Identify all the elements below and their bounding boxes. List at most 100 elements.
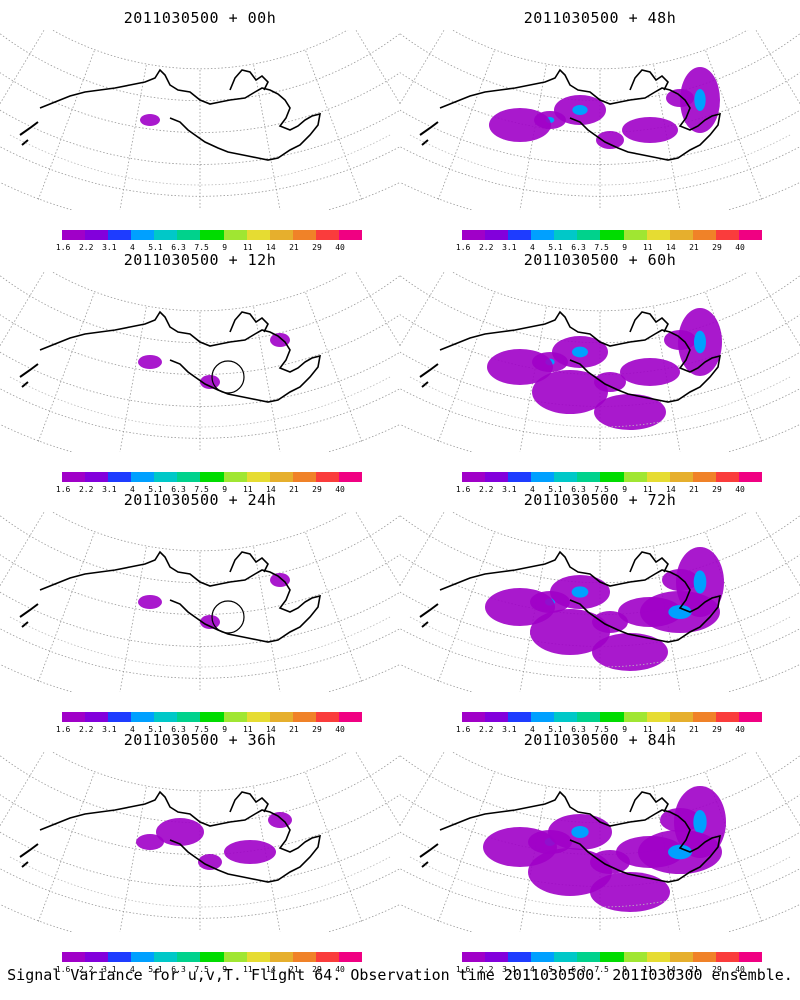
map-boundary bbox=[9, 856, 391, 908]
colorbar-label: 5.1 bbox=[548, 965, 563, 974]
colorbar-label: 14 bbox=[266, 725, 276, 734]
colorbar-label: 29 bbox=[312, 243, 322, 252]
variance-core bbox=[694, 330, 706, 354]
coastline-islands bbox=[629, 791, 669, 813]
variance-core bbox=[571, 586, 589, 598]
colorbar-swatch bbox=[508, 472, 532, 482]
colorbar-label: 2.2 bbox=[78, 485, 94, 494]
colorbar-swatch bbox=[646, 712, 670, 722]
graticule-arc bbox=[451, 272, 749, 312]
colorbar-label: 7.5 bbox=[594, 485, 609, 494]
colorbar-swatch bbox=[177, 952, 201, 962]
panel-title: 2011030500 + 48h bbox=[523, 9, 677, 27]
colorbar-label: 14 bbox=[666, 485, 676, 494]
colorbar-swatch bbox=[223, 472, 247, 482]
colorbar-label: 2.2 bbox=[478, 485, 494, 494]
variance-region bbox=[622, 117, 678, 143]
variance-region bbox=[489, 108, 551, 142]
graticule-meridian bbox=[705, 532, 763, 683]
variance-region bbox=[487, 349, 553, 385]
coastline-islands bbox=[629, 311, 669, 333]
colorbar-label: 3.1 bbox=[102, 243, 117, 252]
graticule-arc bbox=[400, 515, 800, 584]
colorbar-label: 11 bbox=[242, 965, 253, 974]
coastline-islands bbox=[229, 69, 269, 91]
colorbar-swatch bbox=[600, 230, 624, 240]
graticule-meridian bbox=[755, 30, 800, 105]
colorbar-label: 7.5 bbox=[194, 485, 209, 494]
variance-core bbox=[693, 570, 707, 594]
colorbar-swatch bbox=[223, 712, 247, 722]
colorbar-swatch bbox=[692, 472, 716, 482]
colorbar-swatch bbox=[738, 472, 763, 482]
colorbar-label: 3.1 bbox=[502, 485, 517, 494]
colorbar-label: 3.1 bbox=[502, 965, 517, 974]
colorbar-label: 11 bbox=[642, 243, 653, 252]
graticule-meridian bbox=[253, 307, 281, 452]
map-boundary bbox=[9, 376, 391, 428]
panel-title: 2011030500 + 60h bbox=[523, 251, 677, 269]
colorbar-label: 21 bbox=[289, 725, 299, 734]
forecast-panel: 2011030500 + 48h 1.6 2.2 3.1 4 5.1 6.3 7.5 9 11 14… bbox=[400, 8, 800, 253]
map-boundary bbox=[9, 134, 391, 186]
colorbar-label: 29 bbox=[312, 725, 322, 734]
colorbar-swatch bbox=[200, 230, 224, 240]
figure-caption: Signal Variance for u,v,T. Flight 64. Ob… bbox=[7, 966, 793, 984]
graticule-arc bbox=[0, 794, 400, 855]
variance-map bbox=[400, 30, 800, 210]
variance-region bbox=[224, 840, 276, 864]
forecast-panel: 2011030500 + 36h 1.6 2.2 3.1 4 5.1 6.3 7.5 9 11 14… bbox=[0, 730, 400, 975]
colorbar bbox=[62, 952, 363, 962]
colorbar-label: 4 bbox=[529, 725, 535, 734]
colorbar-label: 6.3 bbox=[571, 485, 586, 494]
variance-map bbox=[0, 30, 400, 210]
graticule-arc bbox=[0, 109, 400, 165]
variance-core bbox=[668, 605, 692, 619]
graticule-meridian bbox=[119, 65, 147, 210]
colorbar-swatch bbox=[85, 952, 109, 962]
colorbar-label: 11 bbox=[642, 725, 653, 734]
colorbar-swatch bbox=[246, 472, 270, 482]
variance-map bbox=[400, 272, 800, 452]
colorbar-label: 40 bbox=[735, 725, 745, 734]
colorbar-swatch bbox=[600, 952, 624, 962]
graticule-arc bbox=[400, 72, 800, 133]
variance-map bbox=[400, 752, 800, 932]
colorbar-swatch bbox=[646, 952, 670, 962]
graticule-meridian bbox=[755, 272, 800, 347]
graticule-meridian bbox=[119, 547, 147, 692]
colorbar-label: 7.5 bbox=[594, 965, 609, 974]
colorbar-swatch bbox=[108, 230, 132, 240]
colorbar-swatch bbox=[108, 712, 132, 722]
colorbar-swatch bbox=[485, 230, 509, 240]
variance-region bbox=[594, 394, 666, 430]
colorbar-swatch bbox=[108, 952, 132, 962]
colorbar-swatch bbox=[669, 230, 693, 240]
coastline bbox=[39, 310, 322, 403]
graticule-arc bbox=[0, 275, 400, 344]
colorbar-label: 7.5 bbox=[194, 725, 209, 734]
graticule-meridian bbox=[653, 307, 681, 452]
colorbar-swatch bbox=[646, 230, 670, 240]
colorbar-swatch bbox=[715, 472, 739, 482]
colorbar-swatch bbox=[669, 952, 693, 962]
panel-title: 2011030500 + 84h bbox=[523, 731, 677, 749]
colorbar-label: 2.2 bbox=[478, 725, 494, 734]
colorbar-swatch bbox=[223, 230, 247, 240]
colorbar-label: 1.6 bbox=[455, 243, 471, 252]
coastline-islands bbox=[229, 791, 269, 813]
graticule-meridian bbox=[519, 787, 547, 932]
variance-region bbox=[136, 834, 164, 850]
graticule-meridian bbox=[519, 307, 547, 452]
colorbar-swatch bbox=[338, 230, 363, 240]
colorbar-swatch bbox=[531, 472, 555, 482]
colorbar-label: 29 bbox=[312, 485, 322, 494]
colorbar-swatch bbox=[154, 472, 178, 482]
graticule-meridian bbox=[755, 512, 800, 587]
colorbar-swatch bbox=[600, 472, 624, 482]
colorbar-label: 40 bbox=[335, 965, 345, 974]
colorbar-label: 40 bbox=[335, 243, 345, 252]
variance-core bbox=[572, 105, 588, 115]
colorbar-label: 6.3 bbox=[571, 965, 586, 974]
graticule-meridian bbox=[305, 292, 363, 443]
